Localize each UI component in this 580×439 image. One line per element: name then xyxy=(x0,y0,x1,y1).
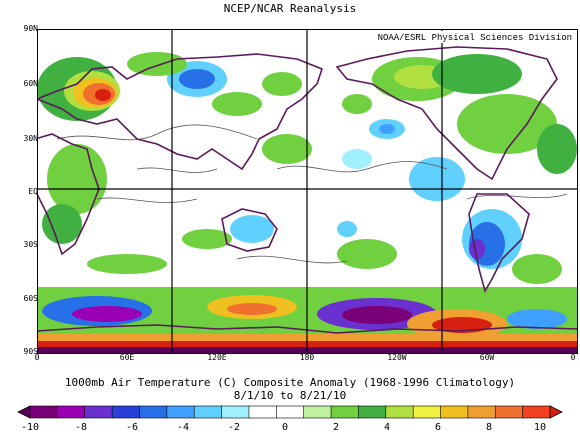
colorbar-swatch xyxy=(193,405,223,419)
fill-patch xyxy=(42,204,82,244)
fill-patch xyxy=(337,221,357,237)
colorbar-label: -10 xyxy=(20,422,40,433)
fill-patch xyxy=(47,144,107,214)
colorbar-label: 10 xyxy=(533,422,547,433)
contour-line xyxy=(466,193,568,200)
fill-patch xyxy=(95,89,111,101)
colorbar-swatch xyxy=(412,405,442,419)
colorbar-swatch xyxy=(440,405,469,419)
fill-patch xyxy=(512,254,562,284)
lon-label-60e: 60E xyxy=(119,353,135,362)
lon-label-0-right: 0 xyxy=(570,353,576,362)
contour-lines xyxy=(56,124,568,264)
fill-patch xyxy=(227,303,277,315)
contour-line xyxy=(236,255,348,264)
colorbar-swatch xyxy=(330,405,360,419)
lat-label-30n: 30N xyxy=(23,134,38,143)
lat-label-30s: 30S xyxy=(23,240,38,249)
contour-line xyxy=(276,161,448,173)
lon-label-120w: 120W xyxy=(387,353,407,362)
map-title: NCEP/NCAR Reanalysis xyxy=(223,2,357,15)
fill-patch xyxy=(469,239,485,259)
map-gridlines xyxy=(37,29,578,354)
lat-label-90s: 90S xyxy=(23,347,38,356)
colorbar-swatch xyxy=(57,405,86,419)
lat-label-60n: 60N xyxy=(23,79,38,88)
colorbar xyxy=(17,405,563,419)
lat-label-60s: 60S xyxy=(23,294,38,303)
lat-label-90n: 90N xyxy=(23,24,38,33)
colorbar-swatch xyxy=(139,405,168,419)
fill-patch xyxy=(230,215,274,243)
lon-label-180: 180 xyxy=(299,353,315,362)
lat-label-eq: EQ xyxy=(28,187,38,196)
coastline xyxy=(468,193,530,294)
colorbar-label: 8 xyxy=(485,422,493,433)
credit-box xyxy=(377,31,575,43)
colorbar-label: -6 xyxy=(125,422,139,433)
coastline xyxy=(37,133,100,256)
colorbar-label: -2 xyxy=(227,422,241,433)
map-credit: NOAA/ESRL Physical Sciences Division xyxy=(378,33,572,43)
lon-label-0-left: 0 xyxy=(34,353,40,362)
coastline xyxy=(335,46,558,181)
contour-line xyxy=(96,197,198,203)
colorbar-swatch xyxy=(303,405,332,419)
colorbar-swatch xyxy=(248,405,278,419)
colorbar-label: -4 xyxy=(176,422,190,433)
colorbar-swatch xyxy=(221,405,250,419)
colorbar-swatch xyxy=(522,405,551,419)
colorbar-swatch xyxy=(166,405,196,419)
colorbar-swatch xyxy=(358,405,387,419)
lon-label-120e: 120E xyxy=(207,353,227,362)
fill-patch xyxy=(337,239,397,269)
fill-patch xyxy=(342,149,372,169)
colorbar-label: 4 xyxy=(383,422,391,433)
colorbar-label: 6 xyxy=(434,422,442,433)
colorbar-swatch xyxy=(111,405,141,419)
caption-line-1: 1000mb Air Temperature (C) Composite Ano… xyxy=(64,376,516,389)
colorbar-swatch xyxy=(84,405,113,419)
fill-patch xyxy=(87,254,167,274)
contour-line xyxy=(56,124,258,141)
contour-line xyxy=(136,167,218,173)
fill-patch xyxy=(182,229,232,249)
coastline xyxy=(221,208,278,252)
colorbar-label: 0 xyxy=(281,422,289,433)
caption-line-2: 8/1/10 to 8/21/10 xyxy=(233,389,347,402)
fill-patch xyxy=(179,69,215,89)
fill-patch xyxy=(432,54,522,94)
lon-label-60w: 60W xyxy=(479,353,495,362)
fill-patch xyxy=(537,124,577,174)
colorbar-arrow-left xyxy=(17,405,31,419)
map-frame xyxy=(37,29,578,354)
colorbar-swatch xyxy=(276,405,305,419)
colorbar-arrow-right xyxy=(549,405,563,419)
fill-patch xyxy=(262,134,312,164)
fill-patch xyxy=(342,306,412,324)
fill-patch xyxy=(212,92,262,116)
fill-patch xyxy=(409,157,465,201)
coastline xyxy=(37,53,323,171)
fill-patch xyxy=(72,306,142,322)
colorbar-label: 2 xyxy=(332,422,340,433)
colorbar-swatch xyxy=(467,405,497,419)
fill-patch xyxy=(127,52,187,76)
fill-patch xyxy=(262,72,302,96)
colorbar-swatch xyxy=(494,405,524,419)
anomaly-map: NOAA/ESRL Physical Sciences Division xyxy=(37,29,578,354)
colorbar-label: -8 xyxy=(74,422,88,433)
fill-patch xyxy=(457,94,557,154)
fill-patch xyxy=(342,94,372,114)
colorbar-swatch xyxy=(29,405,59,419)
fill-patch xyxy=(507,309,567,329)
colorbar-swatch xyxy=(385,405,414,419)
fill-patch xyxy=(379,124,395,134)
